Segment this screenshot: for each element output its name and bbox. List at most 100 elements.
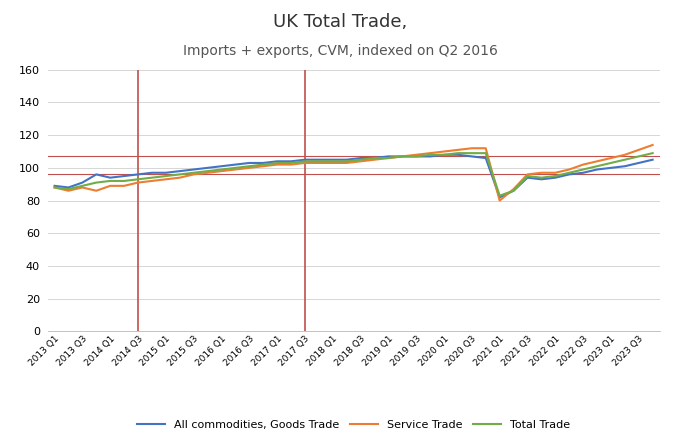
All commodities, Goods Trade — [315, 157, 323, 162]
All commodities, Goods Trade — [607, 165, 615, 170]
Total Trade — [343, 159, 351, 164]
Service Trade — [218, 169, 226, 174]
Service Trade — [106, 183, 114, 188]
All commodities, Goods Trade — [273, 159, 282, 164]
All commodities, Goods Trade — [398, 154, 407, 159]
Total Trade — [78, 183, 86, 188]
All commodities, Goods Trade — [537, 177, 545, 182]
Service Trade — [287, 162, 295, 167]
All commodities, Goods Trade — [481, 155, 490, 160]
Service Trade — [343, 160, 351, 166]
All commodities, Goods Trade — [509, 188, 517, 194]
Total Trade — [218, 167, 226, 172]
Total Trade — [621, 157, 629, 162]
All commodities, Goods Trade — [50, 183, 58, 188]
Total Trade — [134, 177, 142, 182]
Service Trade — [162, 177, 170, 182]
Total Trade — [579, 167, 588, 172]
Service Trade — [371, 157, 379, 162]
Service Trade — [481, 146, 490, 151]
Total Trade — [634, 154, 643, 159]
All commodities, Goods Trade — [621, 164, 629, 169]
All commodities, Goods Trade — [175, 169, 184, 174]
Service Trade — [315, 160, 323, 166]
Service Trade — [468, 146, 476, 151]
Total Trade — [231, 165, 239, 170]
All commodities, Goods Trade — [649, 157, 657, 162]
Service Trade — [273, 162, 282, 167]
All commodities, Goods Trade — [593, 167, 601, 172]
All commodities, Goods Trade — [496, 194, 504, 200]
Total Trade — [371, 155, 379, 160]
Service Trade — [78, 185, 86, 190]
Service Trade — [440, 149, 448, 154]
Total Trade — [273, 160, 282, 166]
Service Trade — [607, 155, 615, 160]
Service Trade — [120, 183, 128, 188]
Service Trade — [328, 160, 337, 166]
All commodities, Goods Trade — [579, 170, 588, 175]
Service Trade — [551, 170, 560, 175]
All commodities, Goods Trade — [231, 162, 239, 167]
Total Trade — [412, 154, 420, 159]
Legend: All commodities, Goods Trade, Service Trade, Total Trade: All commodities, Goods Trade, Service Tr… — [133, 416, 575, 434]
Total Trade — [481, 150, 490, 156]
Service Trade — [412, 152, 420, 157]
All commodities, Goods Trade — [468, 154, 476, 159]
Service Trade — [496, 198, 504, 203]
All commodities, Goods Trade — [384, 154, 392, 159]
Total Trade — [454, 150, 462, 156]
Total Trade — [524, 174, 532, 179]
Total Trade — [356, 157, 364, 162]
Total Trade — [203, 169, 211, 174]
Service Trade — [203, 170, 211, 175]
Total Trade — [148, 175, 156, 181]
Total Trade — [175, 172, 184, 177]
Service Trade — [454, 147, 462, 153]
Service Trade — [245, 165, 254, 170]
Service Trade — [148, 178, 156, 184]
All commodities, Goods Trade — [454, 152, 462, 157]
Total Trade — [496, 193, 504, 198]
Total Trade — [328, 159, 337, 164]
All commodities, Goods Trade — [287, 159, 295, 164]
Total Trade — [92, 180, 101, 185]
Service Trade — [509, 187, 517, 192]
Total Trade — [65, 187, 73, 192]
All commodities, Goods Trade — [134, 172, 142, 177]
Total Trade — [398, 154, 407, 159]
All commodities, Goods Trade — [203, 165, 211, 170]
All commodities, Goods Trade — [551, 175, 560, 181]
All commodities, Goods Trade — [328, 157, 337, 162]
All commodities, Goods Trade — [190, 167, 198, 172]
Service Trade — [634, 147, 643, 153]
Total Trade — [593, 164, 601, 169]
All commodities, Goods Trade — [65, 185, 73, 190]
Line: Total Trade: Total Trade — [54, 153, 653, 196]
Service Trade — [134, 180, 142, 185]
Service Trade — [92, 188, 101, 194]
All commodities, Goods Trade — [440, 152, 448, 157]
Service Trade — [384, 155, 392, 160]
All commodities, Goods Trade — [120, 174, 128, 179]
All commodities, Goods Trade — [371, 155, 379, 160]
Total Trade — [440, 152, 448, 157]
All commodities, Goods Trade — [634, 160, 643, 166]
All commodities, Goods Trade — [106, 175, 114, 181]
All commodities, Goods Trade — [162, 170, 170, 175]
All commodities, Goods Trade — [245, 160, 254, 166]
Total Trade — [551, 174, 560, 179]
Service Trade — [356, 159, 364, 164]
Service Trade — [579, 162, 588, 167]
Service Trade — [524, 172, 532, 177]
Total Trade — [384, 155, 392, 160]
All commodities, Goods Trade — [412, 154, 420, 159]
All commodities, Goods Trade — [565, 172, 573, 177]
Total Trade — [537, 175, 545, 181]
Service Trade — [593, 159, 601, 164]
Service Trade — [190, 172, 198, 177]
Service Trade — [301, 160, 309, 166]
Service Trade — [565, 167, 573, 172]
Service Trade — [426, 150, 435, 156]
Total Trade — [565, 170, 573, 175]
